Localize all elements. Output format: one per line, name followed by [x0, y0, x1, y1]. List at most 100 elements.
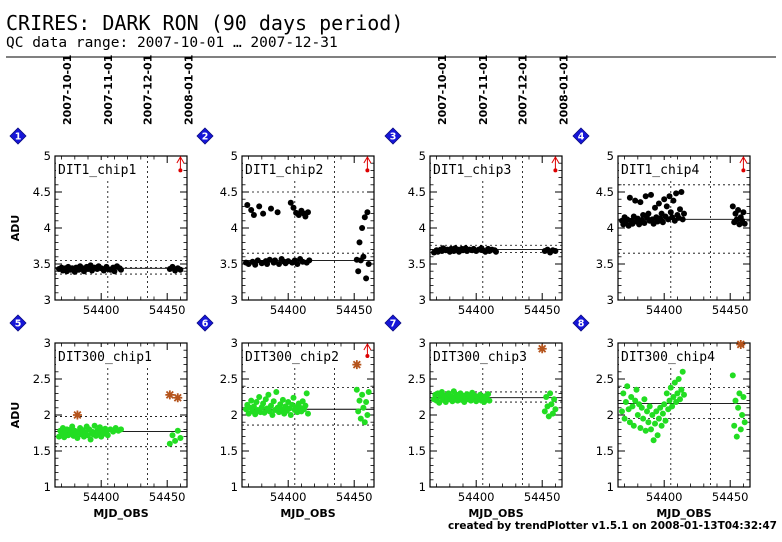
data-point — [663, 390, 670, 397]
data-point — [646, 403, 653, 410]
data-point — [641, 396, 648, 403]
panel-badge-diamond — [572, 314, 590, 332]
outlier-marker — [165, 390, 175, 400]
data-point — [268, 402, 274, 409]
y-tick-label: 3 — [607, 336, 614, 350]
data-point — [659, 410, 666, 417]
data-point — [677, 206, 683, 213]
panel-title: DIT1_chip4 — [621, 163, 699, 178]
data-point — [547, 390, 554, 397]
data-point — [658, 422, 665, 429]
data-point — [287, 412, 294, 418]
data-point — [666, 193, 673, 200]
y-tick-label: 3 — [419, 293, 426, 307]
data-point — [277, 401, 284, 408]
x-tick-label: 54450 — [336, 303, 373, 317]
data-point — [681, 210, 687, 217]
y-tick-label: 1.5 — [596, 444, 614, 458]
data-point — [655, 415, 662, 422]
data-point — [177, 435, 184, 441]
panel-title-background — [56, 347, 155, 365]
data-point — [166, 440, 173, 447]
y-tick-label: 2 — [607, 408, 614, 422]
panel-p4: 3 3.5 4 4.5 5 54400 54450 DIT1_chip4 4 — [572, 127, 751, 317]
data-point — [657, 404, 664, 411]
y-tick-label: 4.5 — [596, 185, 614, 199]
data-point — [305, 209, 311, 216]
data-point — [363, 399, 370, 405]
data-point — [361, 419, 368, 426]
y-tick-label: 2.5 — [33, 372, 51, 386]
data-point — [268, 205, 274, 212]
x-axis-label: MJD_OBS — [468, 507, 523, 520]
panel-badge-number: 5 — [15, 319, 22, 330]
x-tick-label: 54400 — [646, 303, 683, 317]
data-point — [670, 197, 677, 204]
data-point — [628, 394, 635, 400]
panel-badge-number: 3 — [390, 132, 397, 143]
data-point — [294, 261, 301, 267]
y-tick-label: 3 — [419, 336, 426, 350]
data-point — [621, 415, 628, 422]
data-point — [290, 204, 297, 211]
outlier-marker — [736, 339, 746, 349]
panel-title: DIT1_chip2 — [245, 163, 323, 178]
data-point — [642, 427, 649, 434]
data-point — [654, 432, 661, 439]
data-point — [541, 408, 548, 415]
outlier-marker — [173, 393, 183, 403]
data-point — [620, 390, 627, 397]
data-point — [279, 396, 286, 403]
data-point — [269, 412, 276, 418]
data-point — [274, 209, 281, 216]
data-point — [543, 394, 550, 400]
y-tick-label: 2.5 — [596, 372, 614, 386]
y-tick-label: 2 — [419, 408, 426, 422]
panel-title: DIT300_chip1 — [58, 350, 152, 365]
data-point — [675, 376, 682, 382]
outlier-marker — [72, 410, 82, 420]
x-tick-label: 54400 — [458, 490, 495, 504]
panel-title-background — [243, 160, 326, 178]
x-tick-label: 54400 — [458, 303, 495, 317]
data-point — [653, 408, 660, 415]
y-tick-label: 3.5 — [408, 257, 426, 271]
data-point — [732, 397, 739, 404]
data-point — [648, 191, 654, 198]
data-point — [740, 209, 747, 216]
data-point — [485, 391, 492, 398]
latest-arrow-dot — [553, 168, 558, 173]
x-tick-label: 54450 — [524, 490, 561, 504]
data-point — [359, 391, 366, 398]
y-tick-label: 5 — [419, 149, 426, 163]
data-point — [741, 419, 748, 426]
figure-title: CRIRES: DARK RON (90 days period) — [6, 11, 403, 35]
panel-badge-diamond — [384, 314, 402, 332]
data-point — [739, 412, 746, 418]
x-tick-label: 54400 — [83, 490, 120, 504]
y-tick-label: 5 — [607, 149, 614, 163]
y-tick-label: 1 — [607, 480, 614, 494]
data-point — [365, 389, 372, 395]
data-point — [645, 419, 652, 426]
data-point — [248, 397, 255, 404]
y-tick-label: 4 — [607, 221, 614, 235]
top-date-label: 2007-10-01 — [436, 55, 449, 125]
panel-badge-diamond — [572, 127, 590, 145]
data-point — [69, 423, 76, 430]
data-point — [630, 422, 637, 429]
x-tick-label: 54450 — [336, 490, 373, 504]
latest-arrow-dot — [365, 168, 370, 173]
data-point — [493, 248, 499, 255]
data-point — [360, 404, 367, 411]
y-tick-label: 4.5 — [33, 185, 51, 199]
data-point — [679, 216, 686, 223]
data-point — [637, 199, 644, 206]
x-tick-label: 54400 — [83, 303, 120, 317]
data-point — [364, 209, 371, 216]
data-point — [248, 207, 255, 213]
y-tick-label: 3.5 — [220, 257, 238, 271]
data-point — [624, 383, 631, 390]
data-point — [735, 207, 742, 213]
data-point — [172, 437, 179, 444]
